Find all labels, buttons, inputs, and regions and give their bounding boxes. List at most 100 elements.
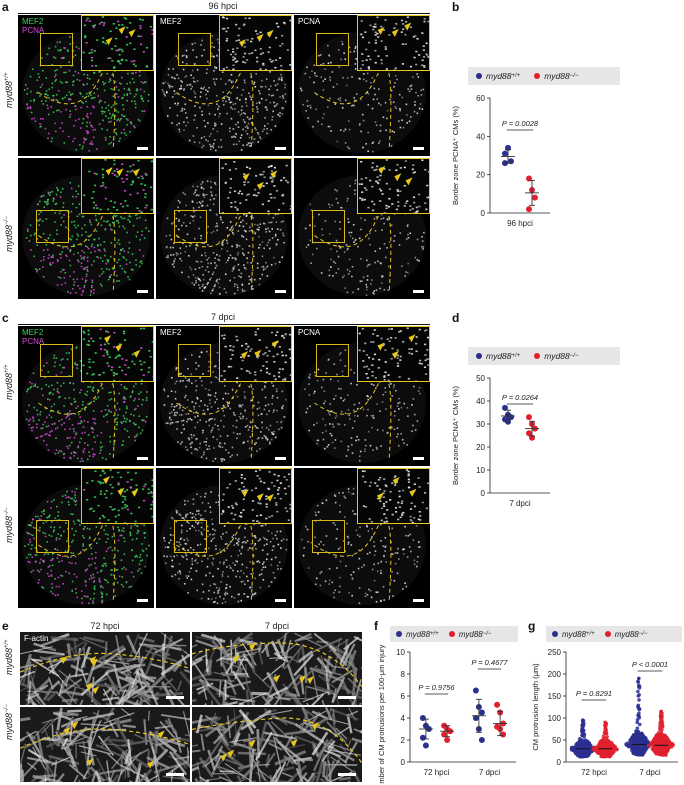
nucleus bbox=[82, 215, 85, 218]
nucleus bbox=[261, 273, 264, 276]
nucleus bbox=[228, 191, 231, 194]
nucleus bbox=[171, 421, 174, 424]
nucleus bbox=[201, 533, 204, 536]
nucleus bbox=[411, 164, 414, 166]
nucleus bbox=[234, 564, 236, 566]
nucleus bbox=[90, 124, 93, 127]
nucleus bbox=[380, 445, 382, 447]
nucleus bbox=[270, 60, 273, 63]
nucleus bbox=[74, 452, 77, 454]
nucleus bbox=[36, 219, 39, 222]
nucleus bbox=[30, 571, 33, 573]
nucleus bbox=[320, 386, 323, 389]
nucleus bbox=[125, 174, 128, 176]
nucleus bbox=[380, 71, 382, 72]
nucleus bbox=[113, 45, 117, 47]
nucleus bbox=[55, 374, 58, 376]
nucleus bbox=[58, 449, 61, 452]
nucleus bbox=[81, 215, 84, 218]
nucleus bbox=[278, 368, 281, 370]
nucleus bbox=[245, 268, 247, 270]
nucleus bbox=[242, 144, 244, 147]
nucleus bbox=[44, 376, 47, 379]
nucleus bbox=[414, 211, 418, 213]
nucleus bbox=[268, 46, 271, 49]
nucleus bbox=[347, 218, 349, 220]
nucleus bbox=[167, 82, 169, 85]
nucleus bbox=[130, 268, 133, 271]
nucleus bbox=[284, 86, 286, 89]
nucleus bbox=[106, 519, 110, 521]
nucleus bbox=[112, 374, 115, 377]
nucleus bbox=[106, 405, 109, 407]
nucleus bbox=[32, 416, 34, 419]
nucleus bbox=[65, 254, 67, 256]
nucleus bbox=[391, 347, 394, 350]
nucleus bbox=[93, 576, 95, 579]
nucleus bbox=[274, 84, 277, 87]
arrowhead bbox=[405, 177, 413, 186]
nucleus bbox=[264, 85, 267, 88]
nucleus bbox=[110, 87, 112, 90]
nucleus bbox=[425, 54, 428, 56]
nucleus bbox=[197, 415, 199, 417]
nucleus bbox=[203, 196, 206, 199]
nucleus bbox=[122, 397, 125, 400]
nucleus bbox=[76, 78, 79, 81]
nucleus bbox=[39, 435, 42, 438]
nucleus bbox=[138, 216, 141, 219]
nucleus bbox=[118, 89, 120, 92]
nucleus bbox=[277, 371, 280, 374]
nucleus bbox=[110, 411, 113, 413]
nucleus bbox=[129, 81, 132, 84]
nucleus bbox=[118, 392, 121, 395]
nucleus bbox=[252, 396, 255, 398]
nucleus bbox=[401, 438, 404, 441]
nucleus bbox=[164, 94, 167, 97]
nucleus bbox=[82, 256, 84, 259]
nucleus bbox=[67, 501, 70, 503]
nucleus bbox=[204, 574, 207, 577]
nucleus bbox=[421, 245, 423, 248]
nucleus bbox=[176, 114, 179, 117]
nucleus bbox=[226, 250, 229, 252]
nucleus bbox=[85, 498, 88, 501]
nucleus bbox=[390, 328, 393, 330]
nucleus bbox=[29, 553, 32, 556]
nucleus bbox=[270, 85, 272, 87]
nucleus bbox=[123, 396, 126, 399]
nucleus bbox=[224, 83, 227, 85]
nucleus bbox=[32, 420, 35, 422]
nucleus bbox=[347, 449, 349, 451]
nucleus bbox=[220, 458, 223, 460]
nucleus bbox=[189, 527, 191, 530]
nucleus bbox=[191, 282, 194, 284]
nucleus bbox=[196, 126, 198, 129]
nucleus bbox=[31, 544, 33, 546]
nucleus bbox=[148, 544, 150, 547]
nucleus bbox=[335, 197, 338, 200]
nucleus bbox=[212, 78, 215, 80]
nucleus bbox=[91, 361, 95, 363]
nucleus bbox=[370, 383, 373, 385]
nucleus bbox=[422, 66, 426, 69]
nucleus bbox=[43, 553, 46, 556]
nucleus bbox=[233, 265, 236, 268]
nucleus bbox=[119, 252, 121, 255]
nucleus bbox=[120, 163, 123, 166]
nucleus bbox=[279, 530, 282, 533]
nucleus bbox=[213, 591, 216, 594]
nucleus bbox=[44, 433, 47, 436]
nucleus bbox=[193, 516, 195, 518]
nucleus bbox=[123, 250, 126, 253]
nucleus bbox=[101, 285, 103, 287]
nucleus bbox=[118, 280, 121, 282]
nucleus bbox=[117, 111, 120, 113]
nucleus bbox=[221, 167, 224, 169]
arrowhead bbox=[105, 37, 113, 46]
nucleus bbox=[143, 110, 146, 112]
nucleus bbox=[26, 87, 29, 90]
nucleus bbox=[214, 113, 216, 116]
nucleus bbox=[212, 203, 215, 206]
nucleus bbox=[37, 203, 39, 206]
